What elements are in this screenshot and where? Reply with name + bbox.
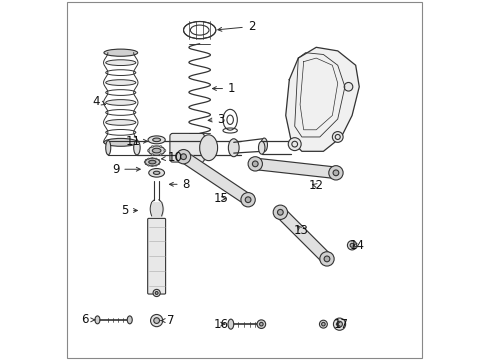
Ellipse shape bbox=[95, 316, 100, 324]
FancyBboxPatch shape bbox=[169, 134, 204, 162]
Ellipse shape bbox=[176, 149, 190, 164]
Circle shape bbox=[332, 132, 343, 142]
Ellipse shape bbox=[333, 318, 345, 330]
Ellipse shape bbox=[153, 171, 160, 175]
Text: 14: 14 bbox=[349, 239, 364, 252]
Ellipse shape bbox=[227, 319, 233, 329]
Circle shape bbox=[287, 138, 301, 150]
Text: 17: 17 bbox=[333, 318, 348, 331]
Polygon shape bbox=[180, 152, 251, 204]
Ellipse shape bbox=[105, 100, 136, 105]
Ellipse shape bbox=[147, 149, 149, 152]
Ellipse shape bbox=[127, 316, 132, 324]
Ellipse shape bbox=[241, 193, 255, 207]
Circle shape bbox=[158, 159, 159, 161]
Ellipse shape bbox=[148, 168, 164, 177]
Ellipse shape bbox=[163, 149, 165, 152]
Ellipse shape bbox=[151, 154, 153, 156]
Text: 13: 13 bbox=[293, 224, 308, 237]
Ellipse shape bbox=[155, 292, 158, 294]
Ellipse shape bbox=[152, 148, 161, 153]
Text: 4: 4 bbox=[92, 95, 105, 108]
Ellipse shape bbox=[259, 322, 263, 326]
Ellipse shape bbox=[258, 141, 264, 154]
Ellipse shape bbox=[244, 197, 250, 203]
Ellipse shape bbox=[321, 322, 325, 326]
Text: 3: 3 bbox=[208, 113, 224, 126]
Text: 15: 15 bbox=[214, 192, 228, 205]
Ellipse shape bbox=[261, 138, 267, 152]
Circle shape bbox=[145, 159, 146, 161]
Text: 9: 9 bbox=[112, 163, 140, 176]
Circle shape bbox=[144, 161, 145, 163]
Ellipse shape bbox=[252, 161, 258, 167]
Ellipse shape bbox=[273, 205, 287, 220]
Ellipse shape bbox=[160, 145, 162, 148]
Ellipse shape bbox=[104, 138, 137, 146]
Ellipse shape bbox=[153, 318, 159, 323]
Polygon shape bbox=[285, 47, 359, 151]
Ellipse shape bbox=[349, 243, 353, 247]
Ellipse shape bbox=[257, 320, 265, 328]
Circle shape bbox=[159, 161, 160, 163]
Circle shape bbox=[147, 165, 149, 166]
Ellipse shape bbox=[148, 160, 156, 164]
Polygon shape bbox=[254, 158, 336, 179]
Ellipse shape bbox=[148, 146, 164, 155]
Polygon shape bbox=[276, 208, 330, 263]
Circle shape bbox=[155, 165, 157, 166]
Ellipse shape bbox=[151, 145, 153, 148]
Text: 1: 1 bbox=[212, 82, 235, 95]
Text: 12: 12 bbox=[308, 179, 323, 192]
Circle shape bbox=[158, 163, 159, 165]
Ellipse shape bbox=[160, 154, 162, 156]
Ellipse shape bbox=[336, 321, 342, 327]
Text: 16: 16 bbox=[214, 318, 228, 331]
Ellipse shape bbox=[328, 166, 343, 180]
Text: 2: 2 bbox=[218, 20, 255, 33]
Ellipse shape bbox=[105, 60, 136, 66]
Text: 7: 7 bbox=[161, 314, 174, 327]
FancyBboxPatch shape bbox=[147, 219, 165, 294]
Ellipse shape bbox=[105, 80, 136, 85]
Circle shape bbox=[344, 82, 352, 91]
Ellipse shape bbox=[319, 320, 326, 328]
Ellipse shape bbox=[247, 157, 262, 171]
Ellipse shape bbox=[324, 256, 329, 262]
Ellipse shape bbox=[180, 154, 186, 159]
Ellipse shape bbox=[148, 136, 165, 144]
Ellipse shape bbox=[105, 139, 136, 145]
Ellipse shape bbox=[133, 140, 140, 155]
Text: 10: 10 bbox=[161, 151, 183, 164]
Ellipse shape bbox=[199, 135, 217, 161]
Ellipse shape bbox=[228, 139, 239, 157]
Text: 6: 6 bbox=[81, 313, 95, 327]
Circle shape bbox=[155, 158, 157, 159]
Ellipse shape bbox=[153, 289, 160, 297]
Ellipse shape bbox=[144, 158, 160, 166]
Text: 5: 5 bbox=[121, 204, 137, 217]
Ellipse shape bbox=[150, 315, 163, 327]
Text: 11: 11 bbox=[125, 135, 147, 148]
Circle shape bbox=[151, 165, 153, 167]
Text: 8: 8 bbox=[169, 178, 190, 191]
Ellipse shape bbox=[332, 170, 338, 176]
Ellipse shape bbox=[277, 210, 283, 215]
Ellipse shape bbox=[105, 120, 136, 125]
Circle shape bbox=[147, 158, 149, 159]
Ellipse shape bbox=[319, 252, 333, 266]
Ellipse shape bbox=[346, 240, 356, 250]
Ellipse shape bbox=[104, 49, 137, 56]
Ellipse shape bbox=[105, 140, 110, 155]
Circle shape bbox=[145, 163, 146, 165]
Ellipse shape bbox=[152, 138, 160, 141]
Circle shape bbox=[151, 157, 153, 159]
